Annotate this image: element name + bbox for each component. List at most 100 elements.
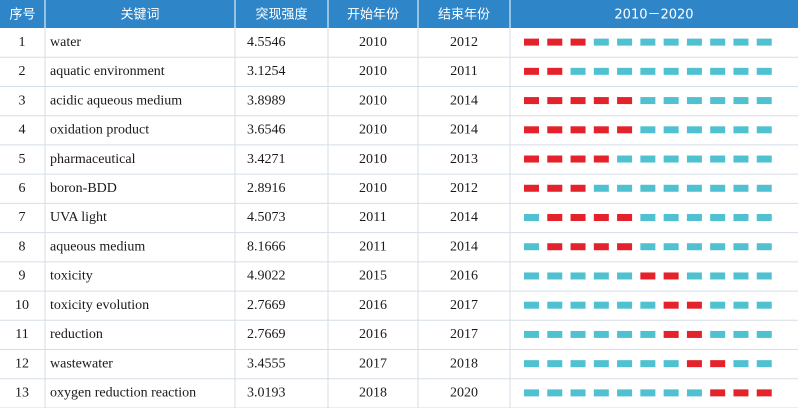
strength: 3.1254	[247, 64, 286, 79]
year-segment	[524, 272, 539, 280]
year-segment	[686, 126, 702, 134]
begin-year: 2010	[359, 35, 387, 50]
burst-segment	[617, 97, 633, 105]
year-segment	[756, 301, 772, 309]
keyword: toxicity	[50, 269, 93, 284]
begin-year: 2010	[359, 181, 387, 196]
year-segment	[593, 67, 609, 75]
strength: 3.4271	[247, 152, 286, 167]
year-segment	[756, 214, 772, 221]
burst-segment	[686, 301, 702, 309]
burst-segment	[524, 97, 539, 105]
header-bg	[0, 0, 798, 28]
end-year: 2014	[450, 239, 478, 254]
begin-year: 2011	[359, 239, 386, 254]
end-year: 2018	[450, 356, 478, 371]
year-segment	[710, 126, 726, 134]
year-segment	[640, 126, 656, 134]
year-segment	[733, 360, 749, 368]
burst-segment	[570, 38, 586, 46]
year-segment	[640, 97, 656, 105]
year-segment	[593, 360, 609, 368]
burst-segment	[524, 38, 539, 46]
year-segment	[710, 184, 726, 192]
burst-segment	[547, 184, 563, 192]
end-year: 2020	[450, 386, 478, 401]
year-segment	[686, 38, 702, 46]
end-year: 2011	[450, 64, 477, 79]
burst-segment	[663, 272, 679, 280]
year-segment	[547, 330, 563, 338]
begin-year: 2016	[359, 327, 387, 342]
burst-segment	[547, 67, 563, 75]
year-segment	[617, 184, 633, 192]
burst-segment	[547, 97, 563, 105]
year-segment	[640, 301, 656, 309]
begin-year: 2010	[359, 64, 387, 79]
year-segment	[524, 214, 539, 221]
burst-segment	[593, 126, 609, 134]
year-segment	[756, 67, 772, 75]
year-segment	[570, 67, 586, 75]
burst-segment	[570, 155, 586, 163]
begin-year: 2011	[359, 210, 386, 225]
burst-segment	[570, 214, 586, 221]
burst-segment	[640, 272, 656, 280]
strength: 8.1666	[247, 239, 286, 254]
end-year: 2016	[450, 269, 478, 284]
year-segment	[547, 360, 563, 368]
year-segment	[710, 67, 726, 75]
year-segment	[524, 360, 539, 368]
year-segment	[640, 184, 656, 192]
burst-segment	[524, 155, 539, 163]
row-number: 7	[19, 210, 26, 225]
end-year: 2017	[450, 327, 478, 342]
year-segment	[663, 184, 679, 192]
year-segment	[617, 330, 633, 338]
year-segment	[756, 360, 772, 368]
year-segment	[640, 330, 656, 338]
keyword: water	[50, 35, 81, 50]
year-segment	[617, 301, 633, 309]
end-year: 2013	[450, 152, 478, 167]
keyword: wastewater	[50, 356, 113, 371]
year-segment	[710, 97, 726, 105]
year-segment	[663, 38, 679, 46]
end-year: 2017	[450, 298, 478, 313]
burst-segment	[570, 126, 586, 134]
year-segment	[524, 301, 539, 309]
strength: 4.5073	[247, 210, 286, 225]
keyword: pharmaceutical	[50, 152, 136, 167]
burst-segment	[756, 389, 772, 397]
burst-segment	[547, 126, 563, 134]
year-segment	[756, 184, 772, 192]
year-segment	[524, 330, 539, 338]
year-segment	[733, 301, 749, 309]
burst-segment	[710, 360, 726, 368]
year-segment	[710, 272, 726, 280]
year-segment	[710, 38, 726, 46]
burst-segment	[686, 330, 702, 338]
year-segment	[733, 214, 749, 221]
header-cell: 突现强度	[255, 7, 307, 23]
header-cell: 开始年份	[347, 8, 399, 23]
row-number: 12	[15, 356, 29, 371]
year-segment	[570, 330, 586, 338]
burst-segment	[663, 330, 679, 338]
row-number: 1	[19, 35, 26, 50]
year-segment	[733, 38, 749, 46]
burst-segment	[547, 38, 563, 46]
header-cell: 序号	[9, 8, 35, 23]
year-segment	[617, 272, 633, 280]
year-segment	[640, 38, 656, 46]
burst-segment	[524, 184, 539, 192]
begin-year: 2018	[359, 386, 387, 401]
burst-segment	[593, 97, 609, 105]
year-segment	[756, 155, 772, 163]
header-cell: 结束年份	[438, 8, 490, 23]
burst-segment	[686, 360, 702, 368]
year-segment	[593, 301, 609, 309]
year-segment	[593, 184, 609, 192]
burst-segment	[524, 67, 539, 75]
burst-segment	[617, 214, 633, 221]
